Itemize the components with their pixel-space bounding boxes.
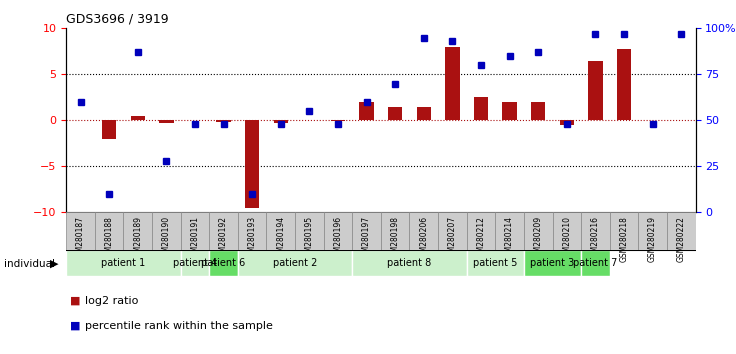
Bar: [295, 212, 324, 250]
Text: patient 3: patient 3: [531, 258, 575, 268]
Bar: [180, 250, 209, 276]
Text: patient 4: patient 4: [173, 258, 217, 268]
Bar: [438, 212, 467, 250]
Bar: [559, 120, 574, 125]
Bar: [330, 120, 345, 121]
Bar: [581, 250, 609, 276]
Text: GSM280206: GSM280206: [420, 216, 428, 262]
Text: patient 2: patient 2: [273, 258, 317, 268]
Bar: [180, 212, 209, 250]
Bar: [467, 250, 524, 276]
Text: GSM280193: GSM280193: [247, 216, 257, 262]
Text: GSM280222: GSM280222: [676, 216, 686, 262]
Bar: [524, 250, 581, 276]
Text: GSM280196: GSM280196: [333, 216, 342, 262]
Bar: [159, 120, 174, 123]
Bar: [102, 120, 116, 139]
Bar: [581, 212, 609, 250]
Bar: [409, 212, 438, 250]
Bar: [238, 212, 266, 250]
Bar: [152, 212, 180, 250]
Bar: [467, 212, 495, 250]
Text: GSM280216: GSM280216: [591, 216, 600, 262]
Text: GSM280207: GSM280207: [448, 216, 457, 262]
Bar: [588, 61, 603, 120]
Bar: [381, 212, 409, 250]
Bar: [609, 212, 638, 250]
Bar: [359, 102, 374, 120]
Bar: [417, 107, 431, 120]
Text: patient 1: patient 1: [102, 258, 146, 268]
Text: GSM280189: GSM280189: [133, 216, 142, 262]
Text: GSM280219: GSM280219: [648, 216, 657, 262]
Bar: [503, 102, 517, 120]
Text: GSM280190: GSM280190: [162, 216, 171, 262]
Text: ▶: ▶: [50, 259, 59, 269]
Bar: [209, 212, 238, 250]
Text: GSM280195: GSM280195: [305, 216, 314, 262]
Text: GSM280218: GSM280218: [620, 216, 629, 262]
Text: patient 5: patient 5: [473, 258, 517, 268]
Bar: [445, 47, 459, 120]
Bar: [274, 120, 288, 123]
Text: GSM280212: GSM280212: [476, 216, 486, 262]
Bar: [245, 120, 259, 208]
Text: GSM280187: GSM280187: [76, 216, 85, 262]
Text: GSM280191: GSM280191: [191, 216, 199, 262]
Bar: [238, 250, 353, 276]
Text: patient 8: patient 8: [387, 258, 431, 268]
Bar: [495, 212, 524, 250]
Bar: [216, 120, 230, 122]
Text: GSM280209: GSM280209: [534, 216, 542, 262]
Text: GSM280210: GSM280210: [562, 216, 571, 262]
Text: ■: ■: [70, 296, 80, 306]
Bar: [130, 116, 145, 120]
Bar: [553, 212, 581, 250]
Bar: [531, 102, 545, 120]
Bar: [638, 212, 667, 250]
Bar: [388, 107, 403, 120]
Bar: [667, 212, 696, 250]
Text: percentile rank within the sample: percentile rank within the sample: [85, 321, 272, 331]
Bar: [353, 212, 381, 250]
Text: ■: ■: [70, 321, 80, 331]
Bar: [66, 250, 180, 276]
Bar: [617, 48, 631, 120]
Text: GSM280198: GSM280198: [391, 216, 400, 262]
Bar: [124, 212, 152, 250]
Text: GSM280197: GSM280197: [362, 216, 371, 262]
Bar: [474, 97, 488, 120]
Text: GSM280194: GSM280194: [276, 216, 286, 262]
Text: individual: individual: [4, 259, 54, 269]
Bar: [95, 212, 124, 250]
Text: GSM280192: GSM280192: [219, 216, 228, 262]
Bar: [524, 212, 553, 250]
Text: log2 ratio: log2 ratio: [85, 296, 138, 306]
Bar: [324, 212, 353, 250]
Text: patient 6: patient 6: [202, 258, 246, 268]
Text: patient 7: patient 7: [573, 258, 618, 268]
Bar: [353, 250, 467, 276]
Text: GSM280188: GSM280188: [105, 216, 113, 262]
Text: GDS3696 / 3919: GDS3696 / 3919: [66, 13, 169, 26]
Bar: [266, 212, 295, 250]
Text: GSM280214: GSM280214: [505, 216, 514, 262]
Bar: [209, 250, 238, 276]
Bar: [66, 212, 95, 250]
